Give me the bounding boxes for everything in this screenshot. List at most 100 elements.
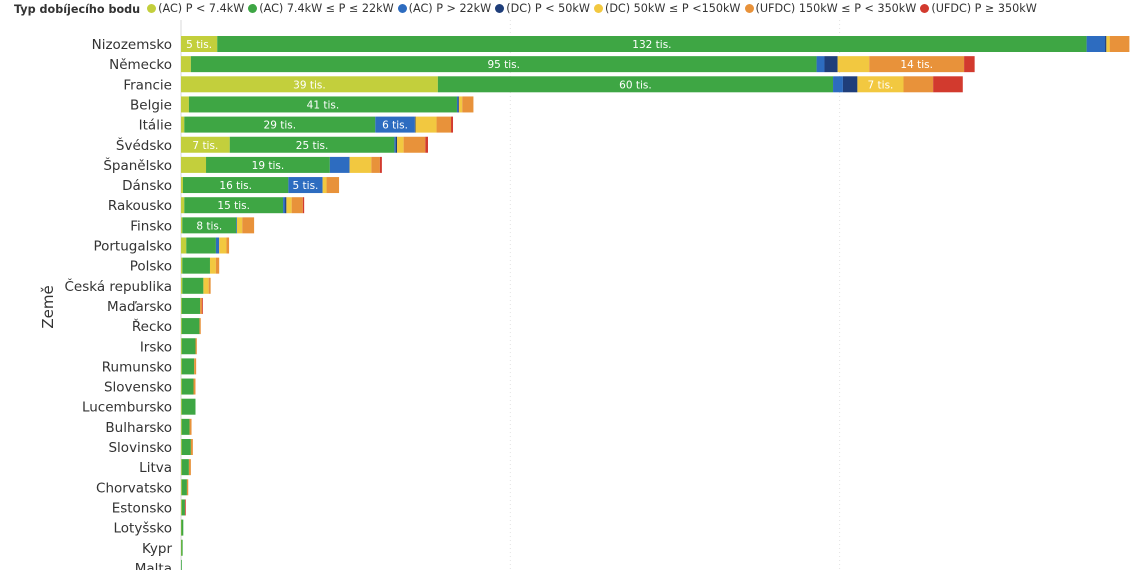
- bar-segment[interactable]: [217, 36, 1087, 52]
- bar-segment[interactable]: [236, 217, 243, 234]
- bar-segment[interactable]: [181, 378, 182, 395]
- bar-segment[interactable]: [181, 358, 195, 375]
- bar-segment[interactable]: [203, 277, 209, 294]
- bar-segment[interactable]: [209, 257, 216, 274]
- bar-segment[interactable]: [181, 318, 182, 335]
- bar-segment[interactable]: [837, 56, 870, 73]
- bar-segment[interactable]: [181, 499, 185, 516]
- bar-segment[interactable]: [181, 378, 194, 395]
- bar-segment[interactable]: [395, 136, 398, 153]
- bar-segment[interactable]: [349, 156, 372, 173]
- bar-segment[interactable]: [186, 237, 216, 254]
- bar-segment[interactable]: [425, 136, 428, 153]
- bar-segment[interactable]: [1105, 36, 1107, 52]
- bar-segment[interactable]: [193, 378, 196, 395]
- bar-segment[interactable]: [1086, 36, 1106, 52]
- bar-segment[interactable]: [184, 499, 186, 516]
- bar-segment[interactable]: [242, 217, 255, 234]
- bar-segment[interactable]: [181, 559, 182, 570]
- bar-segment[interactable]: [933, 76, 963, 93]
- bar-segment[interactable]: [842, 76, 858, 93]
- legend-item[interactable]: (AC) 7.4kW ≤ P ≤ 22kW: [248, 2, 394, 15]
- bar-segment[interactable]: [215, 237, 220, 254]
- bar-segment[interactable]: [437, 76, 834, 93]
- bar-segment[interactable]: [403, 136, 426, 153]
- bar-segment[interactable]: [288, 177, 323, 194]
- legend-item[interactable]: (DC) 50kW ≤ P <150kW: [593, 2, 741, 15]
- bar-segment[interactable]: [329, 156, 350, 173]
- bar-segment[interactable]: [414, 116, 416, 133]
- bar-segment[interactable]: [857, 76, 904, 93]
- bar-segment[interactable]: [283, 197, 286, 214]
- bar-segment[interactable]: [456, 96, 459, 113]
- bar-segment[interactable]: [208, 277, 211, 294]
- bar-segment[interactable]: [462, 96, 474, 113]
- bar-segment[interactable]: [181, 338, 182, 355]
- bar-segment[interactable]: [184, 197, 284, 214]
- bar-segment[interactable]: [458, 96, 463, 113]
- bar-segment[interactable]: [206, 156, 330, 173]
- bar-segment[interactable]: [181, 338, 196, 355]
- bar-segment[interactable]: [869, 56, 965, 73]
- bar-segment[interactable]: [181, 439, 182, 455]
- legend-item[interactable]: (AC) P > 22kW: [397, 2, 491, 15]
- bar-segment[interactable]: [181, 358, 182, 375]
- bar-segment[interactable]: [824, 56, 838, 73]
- bar-segment[interactable]: [181, 197, 185, 214]
- bar-segment[interactable]: [181, 156, 207, 173]
- bar-segment[interactable]: [181, 398, 196, 415]
- legend-item[interactable]: (UFDC) P ≥ 350kW: [920, 2, 1037, 15]
- bar-segment[interactable]: [379, 156, 382, 173]
- bar-segment[interactable]: [458, 96, 460, 113]
- bar-segment[interactable]: [226, 237, 230, 254]
- bar-segment[interactable]: [1106, 36, 1110, 52]
- bar-segment[interactable]: [181, 459, 182, 476]
- bar-segment[interactable]: [182, 257, 210, 274]
- bar-segment[interactable]: [181, 136, 230, 153]
- bar-segment[interactable]: [181, 96, 189, 113]
- bar-segment[interactable]: [285, 197, 287, 214]
- bar-segment[interactable]: [181, 539, 183, 556]
- bar-segment[interactable]: [182, 277, 204, 294]
- bar-segment[interactable]: [215, 257, 220, 274]
- bar-segment[interactable]: [326, 177, 340, 194]
- bar-segment[interactable]: [202, 297, 203, 314]
- bar-segment[interactable]: [190, 439, 193, 455]
- bar-segment[interactable]: [451, 116, 454, 133]
- bar-segment[interactable]: [186, 479, 189, 496]
- bar-segment[interactable]: [181, 56, 191, 73]
- bar-segment[interactable]: [195, 338, 197, 355]
- bar-segment[interactable]: [199, 318, 201, 335]
- bar-segment[interactable]: [181, 76, 438, 93]
- legend-item[interactable]: (DC) P < 50kW: [495, 2, 590, 15]
- bar-segment[interactable]: [181, 318, 200, 335]
- bar-segment[interactable]: [181, 418, 182, 435]
- bar-segment[interactable]: [302, 197, 305, 214]
- bar-segment[interactable]: [181, 499, 182, 516]
- bar-segment[interactable]: [397, 136, 404, 153]
- bar-segment[interactable]: [833, 76, 843, 93]
- bar-segment[interactable]: [371, 156, 380, 173]
- bar-segment[interactable]: [181, 479, 182, 496]
- bar-segment[interactable]: [286, 197, 292, 214]
- bar-segment[interactable]: [816, 56, 825, 73]
- bar-segment[interactable]: [181, 418, 190, 435]
- bar-segment[interactable]: [194, 358, 197, 375]
- bar-segment[interactable]: [181, 277, 183, 294]
- bar-segment[interactable]: [181, 459, 189, 476]
- bar-segment[interactable]: [322, 177, 327, 194]
- bar-segment[interactable]: [1109, 36, 1130, 52]
- bar-segment[interactable]: [181, 257, 183, 274]
- bar-segment[interactable]: [181, 36, 218, 52]
- bar-segment[interactable]: [181, 217, 183, 234]
- legend-item[interactable]: (AC) P < 7.4kW: [147, 2, 244, 15]
- bar-segment[interactable]: [182, 217, 237, 234]
- bar-segment[interactable]: [229, 136, 395, 153]
- bar-segment[interactable]: [415, 116, 437, 133]
- bar-segment[interactable]: [181, 297, 182, 314]
- bar-segment[interactable]: [181, 116, 185, 133]
- bar-segment[interactable]: [964, 56, 975, 73]
- legend-item[interactable]: (UFDC) 150kW ≤ P < 350kW: [744, 2, 916, 15]
- bar-segment[interactable]: [181, 297, 201, 314]
- bar-segment[interactable]: [375, 116, 415, 133]
